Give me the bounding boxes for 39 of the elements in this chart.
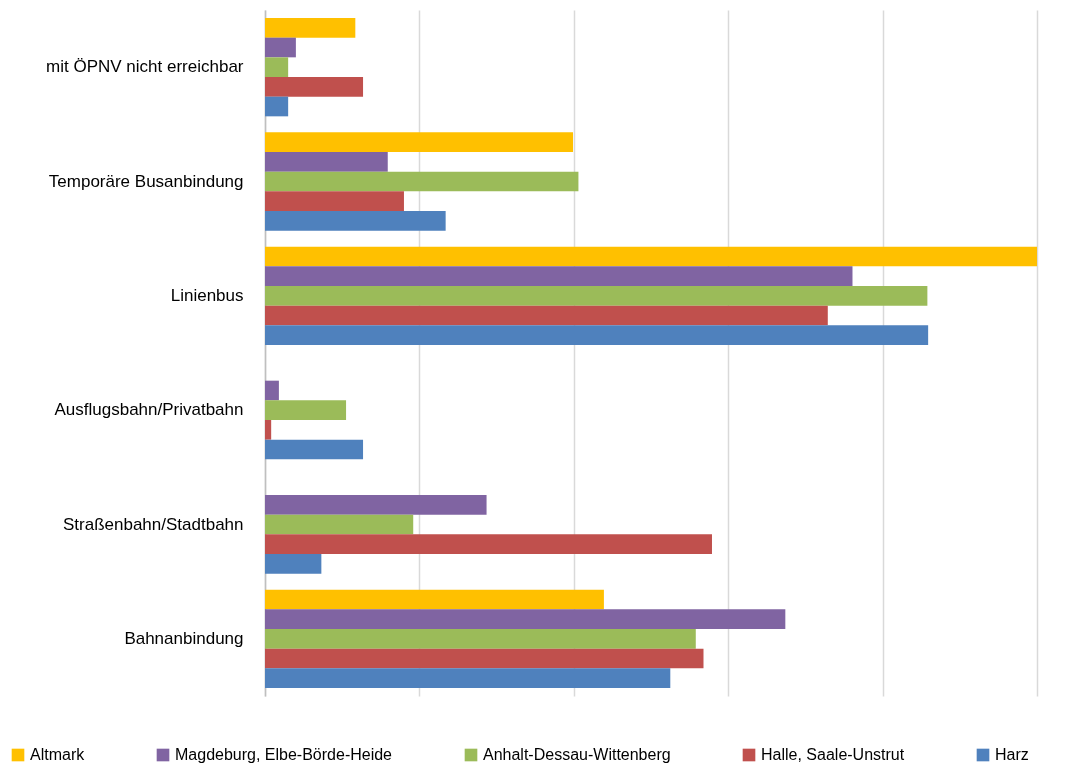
bar	[265, 609, 786, 629]
y-tick-label: Linienbus	[170, 285, 244, 305]
y-tick-label: Ausflugsbahn/Privatbahn	[54, 400, 244, 420]
bar	[265, 400, 347, 420]
bar	[265, 305, 828, 326]
bar	[265, 96, 289, 117]
y-tick-label: Straßenbahn/Stadtbahn	[62, 514, 244, 534]
y-tick-label: Bahnanbindung	[124, 628, 244, 648]
legend-label: Altmark	[30, 746, 86, 763]
bar	[265, 514, 414, 535]
legend-label: Halle, Saale-Unstrut	[761, 746, 905, 763]
bar	[265, 495, 487, 515]
bar	[265, 668, 671, 688]
bar	[265, 534, 712, 554]
bar	[265, 266, 853, 286]
legend-label: Anhalt-Dessau-Wittenberg	[483, 746, 671, 763]
bar	[265, 57, 289, 77]
bar	[265, 132, 574, 152]
bar	[265, 325, 929, 345]
bar	[265, 152, 388, 172]
bar	[265, 77, 364, 97]
bar	[265, 171, 579, 192]
bar	[265, 629, 696, 649]
bar	[265, 211, 446, 231]
bar	[265, 589, 604, 610]
bar	[265, 380, 279, 401]
legend-label: Magdeburg, Elbe-Börde-Heide	[175, 746, 393, 763]
bar	[265, 648, 704, 669]
y-tick-label: mit ÖPNV nicht erreichbar	[46, 57, 244, 77]
bar	[265, 420, 272, 440]
bar	[265, 191, 404, 211]
legend-label: Harz	[995, 746, 1029, 763]
bar	[265, 554, 322, 574]
bar	[265, 37, 296, 58]
bar	[265, 439, 364, 460]
y-tick-label: Temporäre Busanbindung	[48, 171, 244, 191]
bar	[265, 286, 928, 306]
bar	[265, 246, 1037, 267]
bar	[265, 18, 356, 38]
